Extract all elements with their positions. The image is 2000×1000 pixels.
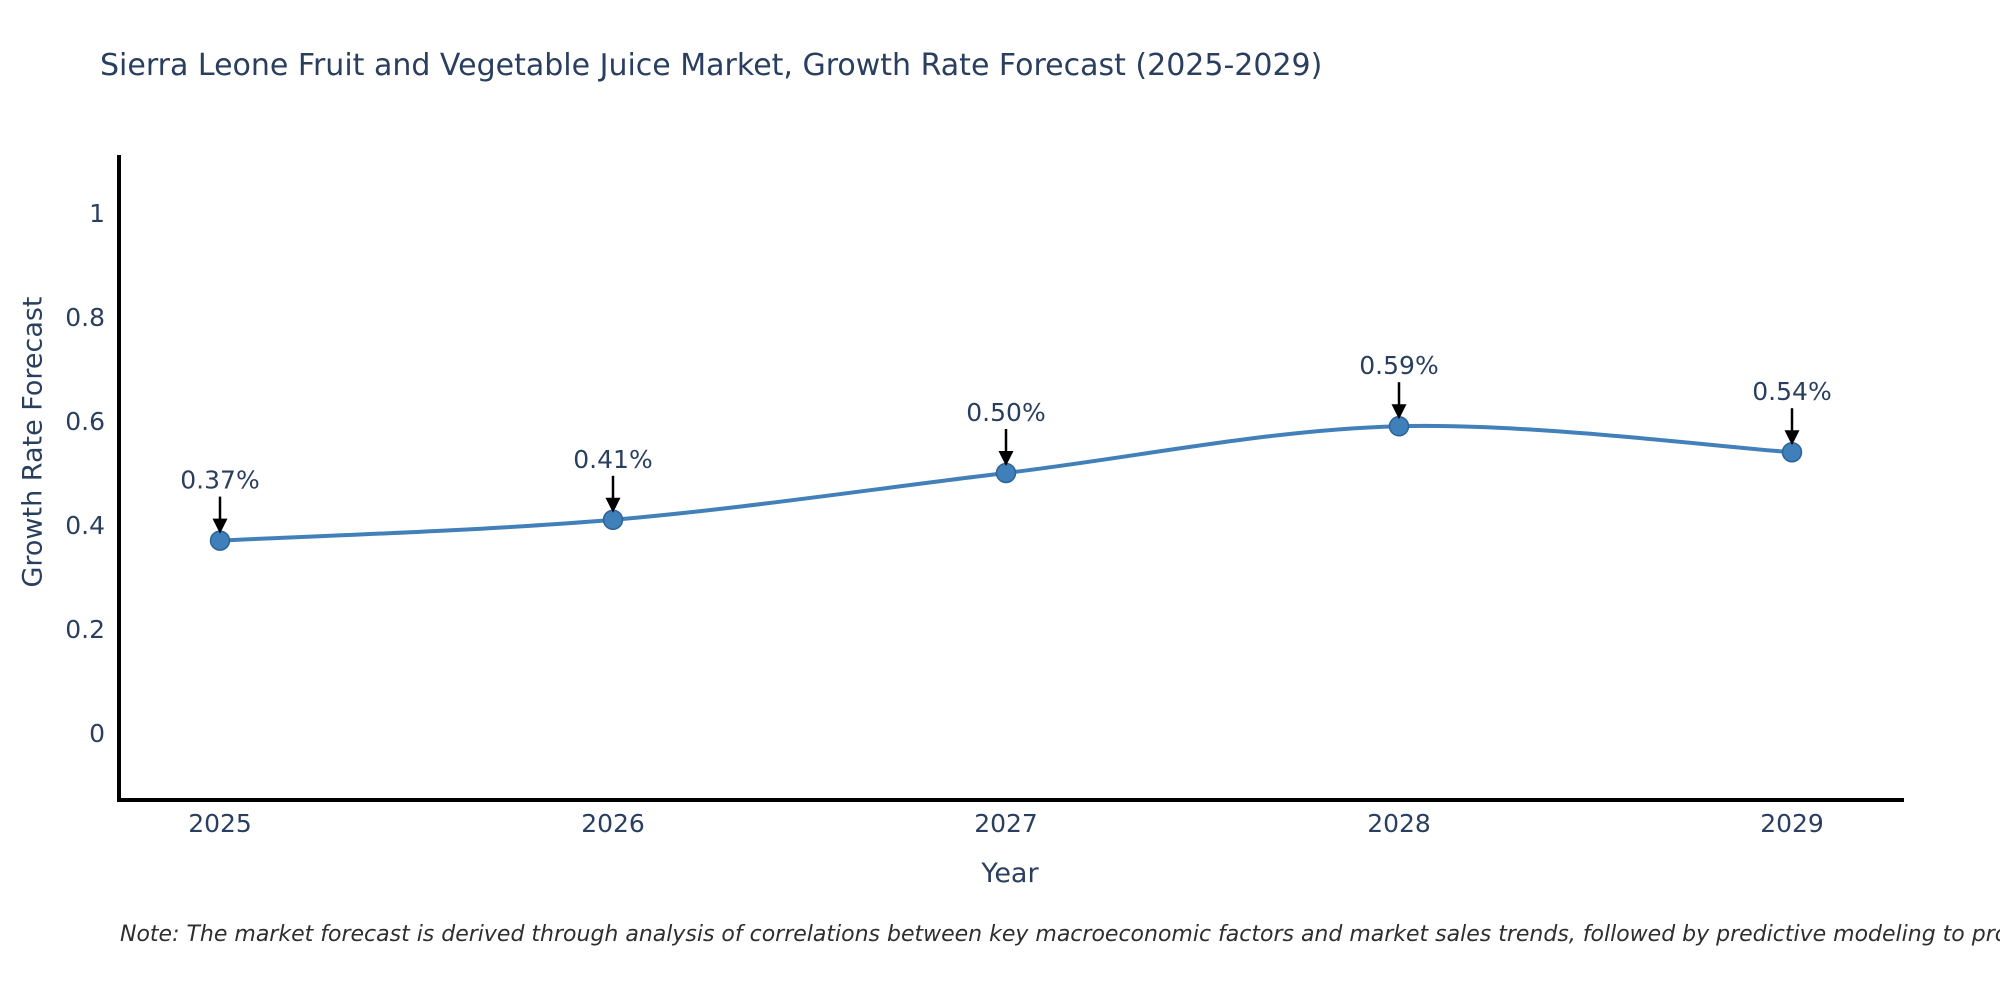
- y-tick-label: 0: [89, 719, 105, 748]
- y-tick-label: 0.4: [65, 511, 105, 540]
- y-tick-label: 0.6: [65, 407, 105, 436]
- annotation-arrowhead: [998, 451, 1014, 466]
- data-point-label: 0.59%: [1359, 351, 1438, 380]
- data-point-label: 0.41%: [573, 445, 652, 474]
- x-axis-title: Year: [981, 858, 1039, 889]
- chart-title: Sierra Leone Fruit and Vegetable Juice M…: [100, 48, 1323, 83]
- x-tick-label: 2028: [1367, 809, 1431, 838]
- x-tick-label: 2029: [1760, 809, 1824, 838]
- annotation-arrowhead: [1391, 404, 1407, 420]
- data-point-label: 0.37%: [180, 466, 259, 495]
- y-tick-label: 1: [89, 199, 105, 228]
- x-tick-label: 2026: [581, 809, 645, 838]
- data-point-2025[interactable]: [209, 530, 231, 551]
- data-point-2029[interactable]: [1781, 441, 1803, 463]
- x-tick-label: 2025: [188, 809, 252, 838]
- footnote-text: Note: The market forecast is derived thr…: [120, 922, 2000, 947]
- data-point-2028[interactable]: [1388, 415, 1410, 437]
- annotation-arrowhead: [605, 497, 621, 513]
- x-tick-label: 2027: [974, 809, 1038, 838]
- data-point-2026[interactable]: [602, 509, 624, 531]
- data-point-2027[interactable]: [995, 462, 1017, 484]
- data-point-label: 0.50%: [966, 398, 1045, 427]
- y-tick-label: 0.2: [65, 615, 105, 644]
- annotation-arrowhead: [1784, 430, 1800, 446]
- annotation-arrowhead: [212, 518, 228, 534]
- data-point-label: 0.54%: [1752, 377, 1831, 406]
- y-tick-label: 0.8: [65, 303, 105, 332]
